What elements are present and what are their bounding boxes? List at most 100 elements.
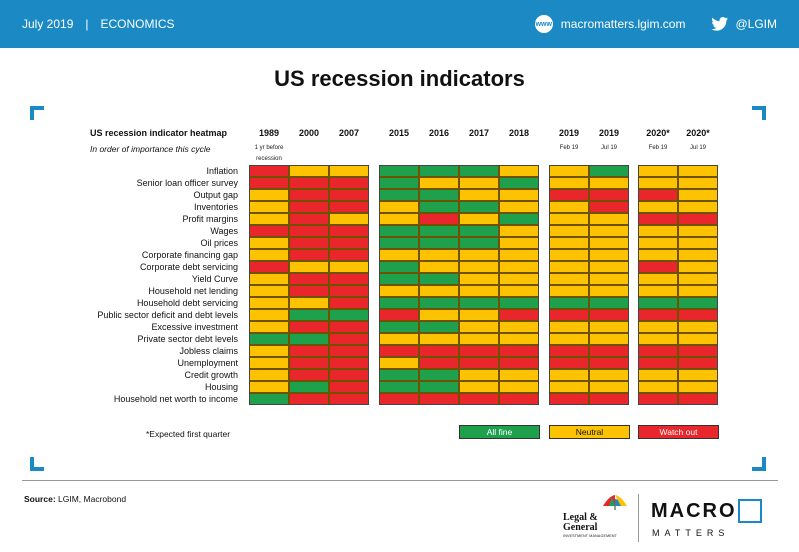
heatmap-cell xyxy=(459,177,499,189)
frame-corner-bottom-right xyxy=(752,457,766,471)
heatmap-cell xyxy=(419,189,459,201)
heatmap-cell xyxy=(638,225,678,237)
heatmap-cell xyxy=(678,381,718,393)
heatmap-cell xyxy=(289,345,329,357)
row-label: Housing xyxy=(204,382,238,392)
heatmap-cell xyxy=(678,201,718,213)
heatmap-cell xyxy=(379,345,419,357)
twitter-handle[interactable]: @LGIM xyxy=(735,17,777,31)
heatmap-cell xyxy=(329,333,369,345)
heatmap-cell xyxy=(419,177,459,189)
heatmap-cell xyxy=(459,381,499,393)
row-label: Corporate debt servicing xyxy=(139,262,238,272)
lg-subtitle: INVESTMENT MANAGEMENT xyxy=(563,534,618,538)
heatmap-cell xyxy=(289,261,329,273)
site-link[interactable]: macromatters.lgim.com xyxy=(560,17,686,31)
heatmap-cell xyxy=(499,333,539,345)
heatmap-cell xyxy=(329,369,369,381)
column-header: 2019 xyxy=(558,128,580,138)
row-label: Credit growth xyxy=(184,370,238,380)
heatmap-cell xyxy=(329,321,369,333)
heatmap-cell xyxy=(638,393,678,405)
heatmap-cell xyxy=(459,237,499,249)
heatmap-cell xyxy=(678,345,718,357)
source-text: LGIM, Macrobond xyxy=(55,494,127,504)
heatmap-cell xyxy=(549,225,589,237)
heatmap-cell xyxy=(589,237,629,249)
heatmap-cell xyxy=(249,357,289,369)
heatmap-cell xyxy=(549,309,589,321)
row-label: Corporate financing gap xyxy=(141,250,238,260)
row-label: Senior loan officer survey xyxy=(136,178,238,188)
heatmap-cell xyxy=(379,189,419,201)
heatmap-cell xyxy=(329,357,369,369)
heatmap-cell xyxy=(419,213,459,225)
globe-icon: www xyxy=(534,15,553,33)
heatmap-cell xyxy=(419,345,459,357)
heatmap-cell xyxy=(419,249,459,261)
heatmap-cell xyxy=(249,369,289,381)
heatmap-cell xyxy=(379,393,419,405)
header-separator: | xyxy=(85,17,89,31)
section-label: ECONOMICS xyxy=(100,17,175,31)
heatmap-cell xyxy=(419,369,459,381)
heatmap-cell xyxy=(249,177,289,189)
heatmap-cell xyxy=(379,357,419,369)
heatmap-cell xyxy=(678,225,718,237)
heatmap-cell xyxy=(638,237,678,249)
row-label: Household net lending xyxy=(148,286,238,296)
heatmap-cell xyxy=(379,333,419,345)
heatmap-cell xyxy=(678,273,718,285)
row-label: Profit margins xyxy=(182,214,238,224)
column-header: 2016 xyxy=(428,128,450,138)
heatmap-cell xyxy=(379,285,419,297)
heatmap-cell xyxy=(499,297,539,309)
heatmap-cell xyxy=(419,321,459,333)
heatmap-cell xyxy=(678,393,718,405)
heatmap-cell xyxy=(499,393,539,405)
heatmap-cell xyxy=(589,321,629,333)
heatmap-cell xyxy=(459,345,499,357)
heatmap-cell xyxy=(589,393,629,405)
heatmap-cell xyxy=(289,225,329,237)
heatmap-cell xyxy=(249,381,289,393)
heatmap-cell xyxy=(379,201,419,213)
heatmap-cell xyxy=(379,297,419,309)
heatmap-cell xyxy=(459,333,499,345)
row-label: Yield Curve xyxy=(191,274,238,284)
heatmap-cell xyxy=(249,261,289,273)
heatmap-cell xyxy=(379,165,419,177)
heatmap-cell xyxy=(549,369,589,381)
column-header: 2019 xyxy=(598,128,620,138)
heatmap-cell xyxy=(589,309,629,321)
heatmap-cell xyxy=(638,297,678,309)
heatmap-cell xyxy=(329,213,369,225)
heatmap-cell xyxy=(589,201,629,213)
heatmap-cell xyxy=(589,189,629,201)
column-header: 2015 xyxy=(388,128,410,138)
heatmap-cell xyxy=(638,369,678,381)
column-header: 1989 xyxy=(258,128,280,138)
heatmap-cell xyxy=(249,285,289,297)
legend-swatch: Neutral xyxy=(549,425,630,439)
heatmap-cell xyxy=(638,201,678,213)
heatmap-cell xyxy=(289,165,329,177)
heatmap-cell xyxy=(678,333,718,345)
heatmap-cell xyxy=(249,393,289,405)
heatmap-cell xyxy=(638,177,678,189)
heatmap-cell xyxy=(499,261,539,273)
heatmap-cell xyxy=(289,333,329,345)
heatmap-cell xyxy=(589,273,629,285)
heatmap-cell xyxy=(379,309,419,321)
heatmap-cell xyxy=(249,249,289,261)
heatmap-cell xyxy=(289,273,329,285)
footer-divider xyxy=(22,480,778,481)
heatmap-cell xyxy=(589,177,629,189)
heatmap-cell xyxy=(329,261,369,273)
heatmap-cell xyxy=(379,177,419,189)
heatmap-cell xyxy=(589,357,629,369)
heatmap-cell xyxy=(678,297,718,309)
umbrella-icon xyxy=(603,495,627,510)
heatmap-cell xyxy=(419,381,459,393)
heatmap-cell xyxy=(459,369,499,381)
